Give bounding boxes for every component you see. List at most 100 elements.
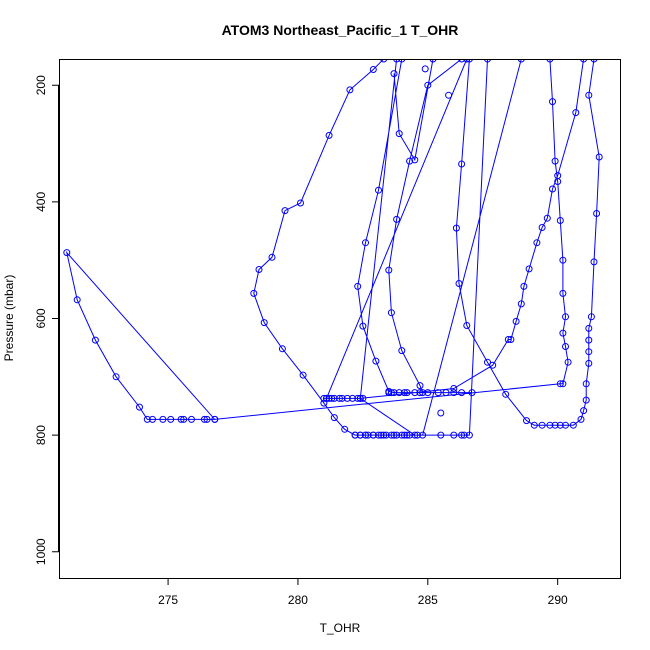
data-point (517, 59, 525, 63)
data-point (450, 389, 458, 397)
data-point (354, 282, 362, 290)
data-point (587, 313, 595, 321)
data-point (393, 59, 401, 63)
data-point (551, 157, 559, 165)
data-point (585, 359, 593, 367)
data-point (411, 156, 419, 164)
data-point (398, 431, 406, 439)
y-tick-label: 1000 (34, 538, 48, 565)
data-point (572, 109, 580, 117)
data-point (400, 389, 408, 397)
data-point (458, 59, 466, 63)
data-point (393, 431, 401, 439)
data-point (546, 59, 554, 63)
series-group (63, 59, 603, 439)
data-point (356, 394, 364, 402)
data-point (351, 431, 359, 439)
data-point (354, 394, 362, 402)
y-tick-label: 200 (34, 75, 48, 95)
data-point (390, 70, 398, 78)
data-point (364, 431, 372, 439)
data-point (375, 431, 382, 439)
data-point (512, 317, 520, 325)
data-point (136, 403, 143, 411)
data-point (112, 373, 120, 381)
data-point (260, 319, 268, 327)
data-point (91, 336, 99, 344)
y-tick-label: 600 (34, 308, 48, 328)
data-point (455, 280, 463, 287)
data-point (369, 66, 377, 73)
data-point (562, 313, 569, 321)
data-point (346, 86, 354, 94)
data-point (411, 431, 419, 439)
data-point (465, 431, 473, 439)
data-point (484, 358, 491, 366)
data-point (559, 380, 567, 388)
data-point (395, 130, 403, 138)
data-point (390, 389, 398, 397)
data-point (465, 59, 473, 63)
data-point (211, 415, 219, 423)
y-tick-label: 800 (34, 425, 48, 445)
data-point (559, 329, 567, 337)
data-point (180, 415, 188, 423)
data-point (445, 91, 453, 99)
y-axis-label: Pressure (mbar) (2, 275, 16, 362)
data-point (559, 289, 567, 297)
data-point (520, 282, 528, 290)
data-point (330, 394, 338, 402)
data-point (375, 186, 382, 194)
data-point (504, 336, 512, 343)
data-point (564, 358, 572, 366)
data-point (463, 322, 471, 329)
data-point (325, 394, 333, 402)
data-point (533, 239, 541, 247)
data-point (356, 431, 364, 439)
data-point (585, 324, 593, 332)
data-point (458, 160, 466, 168)
data-point (437, 431, 445, 439)
data-point (593, 210, 601, 217)
data-point (442, 389, 450, 397)
data-point (380, 431, 388, 439)
data-point (577, 415, 585, 423)
data-point (546, 421, 554, 429)
data-point (167, 415, 175, 423)
data-point (393, 215, 401, 223)
data-point (549, 98, 556, 106)
data-point (416, 382, 424, 390)
data-point (188, 415, 195, 423)
y-tick-label: 400 (34, 192, 48, 212)
data-point (525, 265, 533, 273)
data-point (278, 345, 286, 353)
data-point (434, 389, 442, 397)
data-point (590, 59, 598, 63)
data-point (562, 421, 569, 429)
data-point (556, 380, 564, 388)
data-point (463, 59, 471, 63)
data-point (582, 396, 590, 404)
data-point (543, 214, 551, 222)
data-point (406, 157, 414, 165)
chart-title: ATOM3 Northeast_Pacific_1 T_OHR (222, 22, 459, 38)
data-point (387, 389, 395, 397)
data-point (73, 296, 81, 304)
data-point (530, 421, 538, 429)
data-point (551, 421, 559, 429)
data-point (377, 431, 385, 439)
data-point (429, 59, 437, 63)
data-point (177, 415, 185, 423)
data-point (517, 300, 525, 308)
data-point (359, 322, 367, 330)
data-point (382, 431, 390, 439)
data-point (400, 431, 408, 439)
data-point (372, 357, 380, 365)
data-point (330, 414, 338, 422)
data-point (585, 336, 593, 344)
data-point (590, 258, 598, 266)
data-point (562, 343, 569, 350)
data-point (502, 390, 510, 398)
data-point (416, 389, 424, 397)
